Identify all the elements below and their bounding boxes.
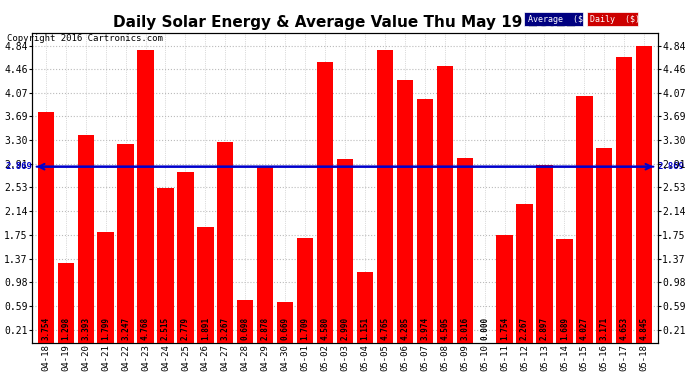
Text: 3.974: 3.974	[420, 316, 429, 339]
Title: Daily Solar Energy & Average Value Thu May 19 20:12: Daily Solar Energy & Average Value Thu M…	[113, 15, 577, 30]
Bar	[77, 135, 94, 343]
Text: 3.267: 3.267	[221, 316, 230, 339]
Text: 2.869: 2.869	[6, 162, 33, 171]
Bar	[496, 235, 513, 343]
Bar	[97, 232, 114, 343]
Text: 3.247: 3.247	[121, 316, 130, 339]
Text: 0.669: 0.669	[281, 316, 290, 339]
Bar	[437, 66, 453, 343]
Text: 1.689: 1.689	[560, 316, 569, 339]
Text: 4.845: 4.845	[640, 316, 649, 339]
Text: 1.709: 1.709	[301, 316, 310, 339]
Text: 2.779: 2.779	[181, 316, 190, 339]
Text: Daily  ($): Daily ($)	[590, 15, 640, 24]
Bar	[257, 166, 273, 343]
Bar	[137, 50, 154, 343]
Bar	[277, 302, 293, 343]
Bar	[38, 112, 54, 343]
Text: 2.897: 2.897	[540, 316, 549, 339]
Bar	[197, 226, 213, 343]
Bar	[357, 272, 373, 343]
Text: 4.653: 4.653	[620, 316, 629, 339]
Bar	[616, 57, 633, 343]
Bar	[57, 263, 74, 343]
Bar	[556, 239, 573, 343]
Bar	[337, 159, 353, 343]
Bar	[237, 300, 253, 343]
Bar	[636, 45, 652, 343]
Text: 4.580: 4.580	[321, 316, 330, 339]
Bar	[117, 144, 134, 343]
Bar	[457, 158, 473, 343]
Text: Copyright 2016 Cartronics.com: Copyright 2016 Cartronics.com	[7, 34, 163, 43]
Bar	[217, 142, 233, 343]
Text: 3.393: 3.393	[81, 316, 90, 339]
Text: 0.698: 0.698	[241, 316, 250, 339]
Text: 2.878: 2.878	[261, 316, 270, 339]
Text: 0.000: 0.000	[480, 316, 489, 339]
Text: 1.151: 1.151	[360, 316, 369, 339]
Bar	[397, 80, 413, 343]
Text: 4.768: 4.768	[141, 316, 150, 339]
Text: 1.799: 1.799	[101, 316, 110, 339]
Text: 1.754: 1.754	[500, 316, 509, 339]
Bar	[177, 172, 194, 343]
Text: 4.765: 4.765	[380, 316, 389, 339]
Text: 2.990: 2.990	[340, 316, 350, 339]
Bar	[377, 51, 393, 343]
Text: 2.869: 2.869	[657, 162, 684, 171]
Bar	[596, 148, 613, 343]
Text: 4.285: 4.285	[400, 316, 409, 339]
Text: Average  ($): Average ($)	[528, 15, 588, 24]
Text: 1.298: 1.298	[61, 316, 70, 339]
Text: 4.027: 4.027	[580, 316, 589, 339]
Bar	[576, 96, 593, 343]
Text: 4.505: 4.505	[440, 316, 449, 339]
Text: 3.754: 3.754	[41, 316, 50, 339]
Text: 3.016: 3.016	[460, 316, 469, 339]
Bar	[297, 238, 313, 343]
Bar	[516, 204, 533, 343]
Bar	[157, 188, 174, 343]
Text: 3.171: 3.171	[600, 316, 609, 339]
Text: 2.515: 2.515	[161, 316, 170, 339]
Bar	[317, 62, 333, 343]
Text: 1.891: 1.891	[201, 316, 210, 339]
Bar	[417, 99, 433, 343]
Bar	[536, 165, 553, 343]
Text: 2.267: 2.267	[520, 316, 529, 339]
